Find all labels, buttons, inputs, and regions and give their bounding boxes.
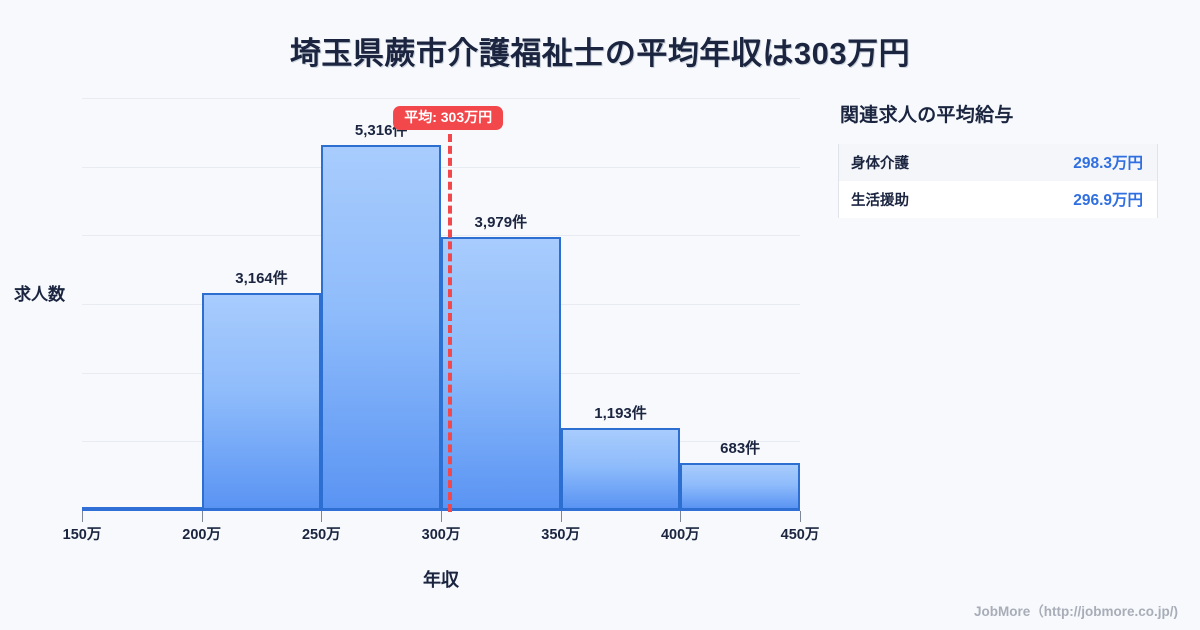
footer-watermark: JobMore（http://jobmore.co.jp/) <box>974 604 1178 619</box>
histogram-bar <box>82 507 202 510</box>
x-axis-tick-label: 450万 <box>780 527 820 543</box>
x-axis-tick <box>680 511 682 522</box>
bar-value-label: 3,164件 <box>235 269 288 287</box>
x-axis-tick-label: 200万 <box>182 527 222 543</box>
histogram-bar <box>201 292 322 510</box>
histogram-chart: 求人数 年収 3,164件 5,316件 3,979件 1,193件 683件 150万 2… <box>14 98 820 590</box>
related-salary-table: 身体介護 298.3万円生活援助 296.9万円 <box>838 144 1158 218</box>
x-axis-tick-label: 300万 <box>421 527 461 543</box>
related-salary-row-label: 身体介護 <box>851 155 909 172</box>
page-title: 埼玉県蕨市介護福祉士の平均年収は303万円 <box>289 36 911 71</box>
plot-area <box>82 98 800 510</box>
bar-value-label: 1,193件 <box>594 405 647 423</box>
gridline <box>82 98 800 99</box>
x-axis-tick <box>82 511 83 522</box>
bar-value-label: 3,979件 <box>474 213 528 231</box>
related-salary-title: 関連求人の平均給与 <box>840 105 1014 126</box>
related-salary-row-value: 296.9万円 <box>1073 192 1143 209</box>
related-salary-row-label: 生活援助 <box>851 192 909 209</box>
histogram-bar <box>680 463 800 510</box>
related-salary-row: 身体介護 298.3万円 <box>839 144 1157 181</box>
gridline <box>82 235 800 237</box>
gridline <box>82 166 800 168</box>
histogram-bar <box>441 236 561 510</box>
related-salary-row-value: 298.3万円 <box>1073 155 1143 172</box>
x-axis-tick-label: 350万 <box>541 527 581 543</box>
x-axis-tick-label: 400万 <box>660 527 700 543</box>
x-axis-tick <box>201 511 203 522</box>
average-badge: 平均: 303万円 <box>393 106 504 131</box>
x-axis-tick-label: 250万 <box>301 527 341 543</box>
x-axis-tick <box>560 511 562 522</box>
x-axis-title: 年収 <box>423 570 459 590</box>
related-salary-panel: 関連求人の平均給与 身体介護 298.3万円生活援助 296.9万円 <box>838 100 1168 218</box>
x-axis-tick <box>321 511 323 522</box>
x-axis-tick <box>800 511 801 522</box>
bar-value-label: 683件 <box>720 440 761 458</box>
histogram-bar <box>321 144 441 510</box>
histogram-bar <box>560 428 681 510</box>
x-axis-baseline <box>82 509 800 511</box>
y-axis-title: 求人数 <box>14 285 65 304</box>
average-line <box>448 134 453 512</box>
x-axis-tick-label: 150万 <box>62 527 102 543</box>
x-axis-tick <box>441 511 442 522</box>
related-salary-row: 生活援助 296.9万円 <box>839 181 1157 218</box>
